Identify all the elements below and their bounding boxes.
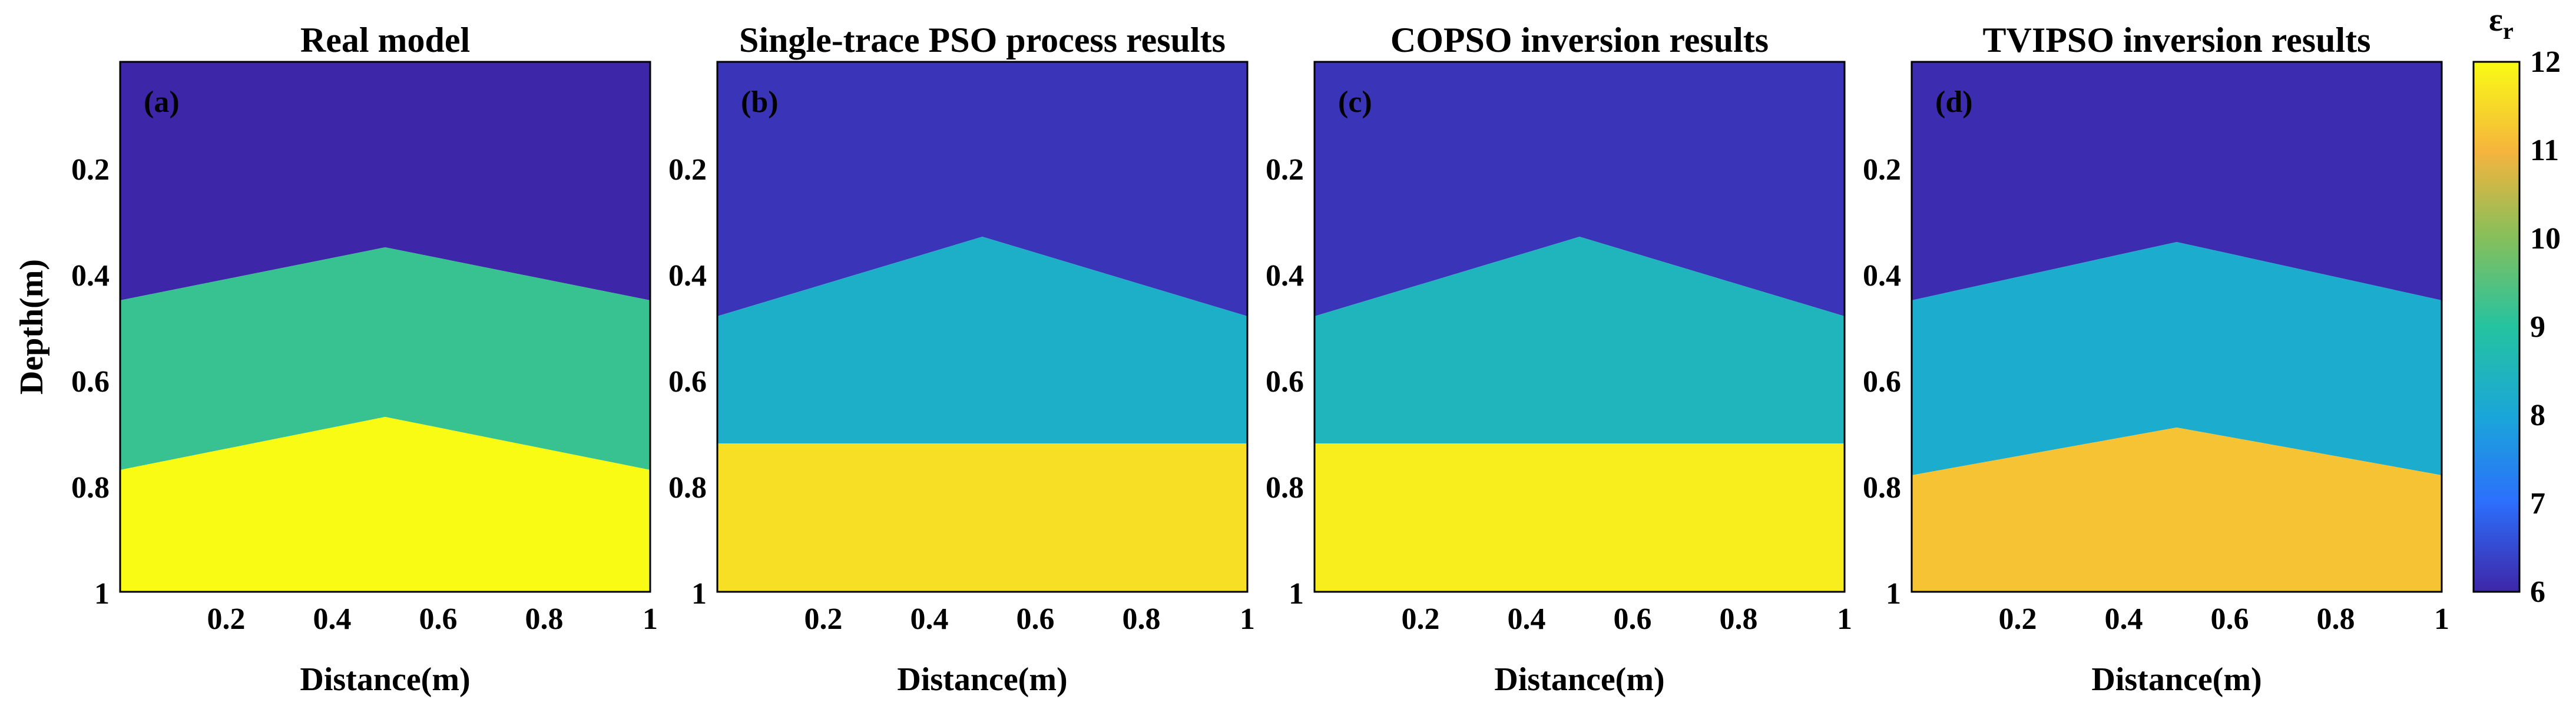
heatmap-c: [1315, 62, 1845, 592]
colorbar-gradient: [2472, 61, 2521, 593]
layer-middle-a: [120, 247, 650, 470]
x-axis-label-b: Distance(m): [897, 661, 1067, 698]
x-tick-d-1: 1: [2434, 602, 2449, 636]
colorbar-tick-6: 6: [2530, 575, 2545, 609]
colorbar: εr 6 7 8 9 10 11 12: [2472, 2, 2561, 609]
y-tick-a-0.4: 0.4: [71, 259, 110, 293]
x-tick-a-1: 1: [643, 602, 658, 636]
y-tick-c-0.4: 0.4: [1266, 259, 1304, 293]
x-tick-c-1: 1: [1837, 602, 1852, 636]
colorbar-tick-10: 10: [2530, 222, 2561, 256]
y-axis-label: Depth(m): [14, 259, 50, 395]
layer-bottom-a: [120, 417, 650, 592]
y-tick-d-0.4: 0.4: [1863, 259, 1901, 293]
x-tick-a-0.4: 0.4: [313, 602, 352, 636]
x-tick-b-0.8: 0.8: [1123, 602, 1161, 636]
x-tick-c-0.2: 0.2: [1402, 602, 1440, 636]
layer-middle-d: [1912, 242, 2442, 475]
axes-frame-c: [1313, 61, 1846, 593]
panel-label-b: (b): [741, 85, 779, 119]
x-axis-label-c: Distance(m): [1494, 661, 1664, 698]
colorbar-tick-11: 11: [2530, 134, 2559, 167]
colorbar-tick-9: 9: [2530, 310, 2545, 344]
y-tick-d-0.8: 0.8: [1863, 471, 1901, 505]
panel-label-d: (d): [1935, 85, 1973, 119]
heatmap-b: [717, 62, 1247, 592]
y-tick-a-0.6: 0.6: [71, 365, 110, 399]
y-tick-b-0.8: 0.8: [668, 471, 707, 505]
panel-title-d: TVIPSO inversion results: [1983, 21, 2371, 59]
y-tick-d-0.2: 0.2: [1863, 153, 1901, 187]
x-tick-d-0.8: 0.8: [2317, 602, 2355, 636]
x-axis-label-a: Distance(m): [300, 661, 470, 698]
heatmap-a: [120, 62, 650, 592]
colorbar-tick-12: 12: [2530, 45, 2561, 79]
layer-top-d: [1912, 62, 2442, 300]
layer-top-a: [120, 62, 650, 300]
y-tick-c-0.6: 0.6: [1266, 365, 1304, 399]
layer-middle-b: [717, 237, 1247, 443]
panel-b: Single-trace PSO process results (b) 0.2…: [668, 21, 1255, 698]
layer-bottom-d: [1912, 428, 2442, 592]
y-tick-c-0.2: 0.2: [1266, 153, 1304, 187]
layer-top-c: [1315, 62, 1845, 316]
x-tick-a-0.6: 0.6: [419, 602, 458, 636]
panel-title-b: Single-trace PSO process results: [739, 21, 1226, 59]
panel-label-c: (c): [1338, 85, 1372, 119]
panel-title-a: Real model: [300, 21, 470, 59]
x-tick-c-0.4: 0.4: [1508, 602, 1546, 636]
x-tick-d-0.4: 0.4: [2105, 602, 2143, 636]
panel-a: Real model (a) 0.2 0.4 0.6 0.8 1 0.2 0.4…: [14, 21, 658, 698]
y-tick-b-0.4: 0.4: [668, 259, 707, 293]
axes-frame-d: [1911, 61, 2443, 593]
colorbar-tick-7: 7: [2530, 487, 2545, 521]
x-tick-d-0.2: 0.2: [1999, 602, 2037, 636]
y-tick-b-1: 1: [691, 577, 707, 611]
y-tick-c-1: 1: [1289, 577, 1304, 611]
x-tick-b-0.2: 0.2: [804, 602, 843, 636]
y-tick-b-0.2: 0.2: [668, 153, 707, 187]
y-tick-d-0.6: 0.6: [1863, 365, 1901, 399]
y-tick-a-0.2: 0.2: [71, 153, 110, 187]
colorbar-label: εr: [2489, 2, 2514, 44]
x-tick-a-0.8: 0.8: [525, 602, 564, 636]
layer-middle-c: [1315, 237, 1845, 443]
heatmap-d: [1912, 62, 2442, 592]
x-tick-a-0.2: 0.2: [207, 602, 246, 636]
layer-bottom-b: [717, 443, 1247, 592]
x-tick-d-0.6: 0.6: [2211, 602, 2249, 636]
colorbar-label-symbol: ε: [2489, 2, 2503, 38]
colorbar-tick-8: 8: [2530, 399, 2545, 432]
x-tick-b-0.6: 0.6: [1017, 602, 1055, 636]
axes-frame-a: [119, 61, 651, 593]
x-tick-c-0.8: 0.8: [1720, 602, 1758, 636]
panel-c: COPSO inversion results (c) 0.2 0.4 0.6 …: [1266, 21, 1852, 698]
x-tick-b-0.4: 0.4: [910, 602, 949, 636]
x-axis-label-d: Distance(m): [2091, 661, 2262, 698]
panel-label-a: (a): [144, 85, 180, 119]
axes-frame-b: [716, 61, 1249, 593]
x-tick-b-1: 1: [1240, 602, 1255, 636]
layer-top-b: [717, 62, 1247, 316]
colorbar-label-subscript: r: [2503, 18, 2514, 44]
y-tick-a-0.8: 0.8: [71, 471, 110, 505]
layer-bottom-c: [1315, 443, 1845, 592]
y-tick-c-0.8: 0.8: [1266, 471, 1304, 505]
panel-title-c: COPSO inversion results: [1390, 21, 1769, 59]
x-tick-c-0.6: 0.6: [1614, 602, 1652, 636]
y-tick-b-0.6: 0.6: [668, 365, 707, 399]
y-tick-a-1: 1: [94, 577, 110, 611]
panel-d: TVIPSO inversion results (d) 0.2 0.4 0.6…: [1863, 21, 2449, 698]
y-tick-d-1: 1: [1886, 577, 1901, 611]
